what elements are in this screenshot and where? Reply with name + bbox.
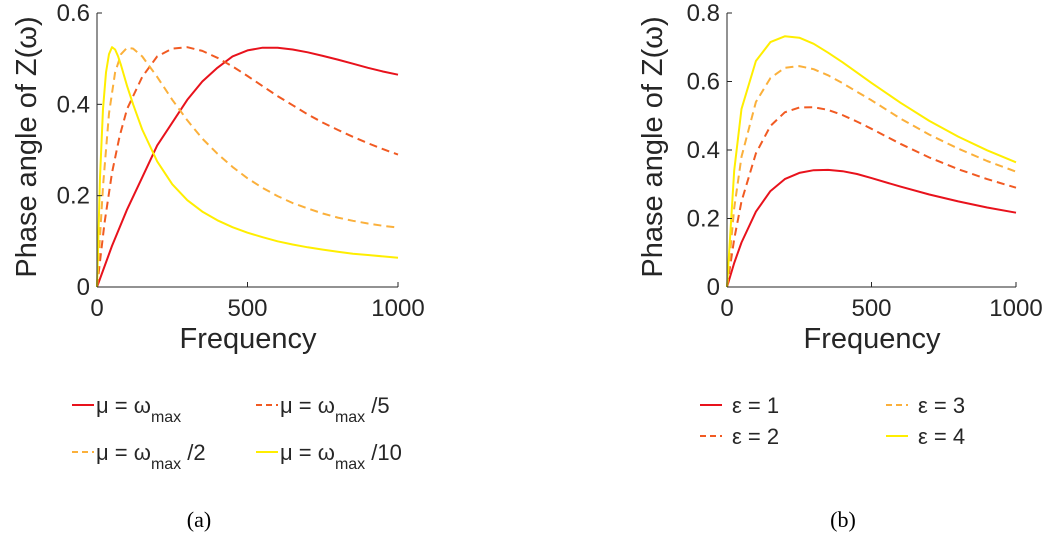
y-tick-label-b: 0.8 <box>687 0 720 27</box>
series-line-b-4 <box>726 35 1017 288</box>
y-tick-label-a: 0.4 <box>57 91 90 118</box>
legend-b: ε = 1 ε = 3 ε = 2 ε = 4 <box>700 393 965 449</box>
x-tick-label-b: 0 <box>720 295 733 322</box>
legend-label-b-1: ε = 1 <box>732 393 779 418</box>
y-tick-label-a: 0.6 <box>57 0 90 27</box>
legend-label-main: μ = ω <box>280 393 335 418</box>
legend-label-main: μ = ω <box>96 393 151 418</box>
y-tick-label-b: 0 <box>707 274 720 301</box>
y-axis-label-b-text: Phase angle of Z(ω) <box>637 16 669 277</box>
legend-label-sub: max <box>335 409 365 426</box>
y-axis-label-b: Phase angle of Z(ω) <box>637 16 669 277</box>
legend-label-b-2: ε = 3 <box>918 393 965 418</box>
legend-label-suffix: /5 <box>365 393 389 418</box>
legend-label-main: μ = ω <box>96 440 151 465</box>
series-line-b-3 <box>726 65 1017 288</box>
legend-label-sub: max <box>151 456 181 473</box>
legend-label-b-4: ε = 4 <box>918 424 965 449</box>
legend-label-b-3: ε = 2 <box>732 424 779 449</box>
x-axis-label-b: Frequency <box>803 323 941 355</box>
plot-area-a <box>96 46 399 288</box>
y-tick-label-b: 0.4 <box>687 137 720 164</box>
x-tick-label-a: 500 <box>227 295 267 322</box>
legend-label-suffix: /2 <box>181 440 205 465</box>
legend-label-suffix: /10 <box>365 440 402 465</box>
legend-label-sub: max <box>335 456 365 473</box>
x-tick-label-a: 0 <box>90 295 103 322</box>
y-tick-label-a: 0 <box>77 274 90 301</box>
y-axis-label-a: Phase angle of Z(ω) <box>11 16 43 277</box>
plot-area-b <box>726 35 1017 288</box>
series-line-b-1 <box>726 168 1017 288</box>
series-line-a-1 <box>96 46 399 288</box>
legend-label-a-4: μ = ωmax /10 <box>280 440 402 473</box>
y-tick-label-b: 0.6 <box>687 69 720 96</box>
legend-label-a-1: μ = ωmax <box>96 393 181 426</box>
series-line-a-2 <box>96 46 399 288</box>
legend-label-sub: max <box>151 409 181 426</box>
series-line-b-2 <box>726 106 1017 288</box>
legend-label-a-2: μ = ωmax /5 <box>280 393 390 426</box>
chart-panel-a: 0 500 1000 0 0.2 0.4 0.6 Frequency Phase angle… <box>11 0 425 355</box>
x-tick-label-a: 1000 <box>371 295 424 322</box>
y-tick-label-a: 0.2 <box>57 183 90 210</box>
series-line-a-3 <box>96 46 399 288</box>
series-line-a-4 <box>96 46 399 288</box>
legend-a: μ = ωmax μ = ωmax /5μ = ωmax /2 μ = ωmax /… <box>72 393 402 473</box>
legend-label-main: μ = ω <box>280 440 335 465</box>
x-tick-label-b: 500 <box>851 295 891 322</box>
x-tick-label-b: 1000 <box>989 295 1042 322</box>
y-tick-label-b: 0.2 <box>687 206 720 233</box>
axes-a: 0 500 1000 0 0.2 0.4 0.6 <box>57 0 425 322</box>
y-axis-label-a-text: Phase angle of Z(ω) <box>11 16 43 277</box>
caption-a: (a) <box>187 507 211 532</box>
chart-panel-b: 0 500 1000 0 0.2 0.4 0.6 0.8 Frequency Phase an… <box>637 0 1043 355</box>
legend-label-a-3: μ = ωmax /2 <box>96 440 206 473</box>
caption-b: (b) <box>830 507 856 532</box>
x-axis-label-a: Frequency <box>179 323 317 355</box>
axes-b: 0 500 1000 0 0.2 0.4 0.6 0.8 <box>687 0 1043 322</box>
